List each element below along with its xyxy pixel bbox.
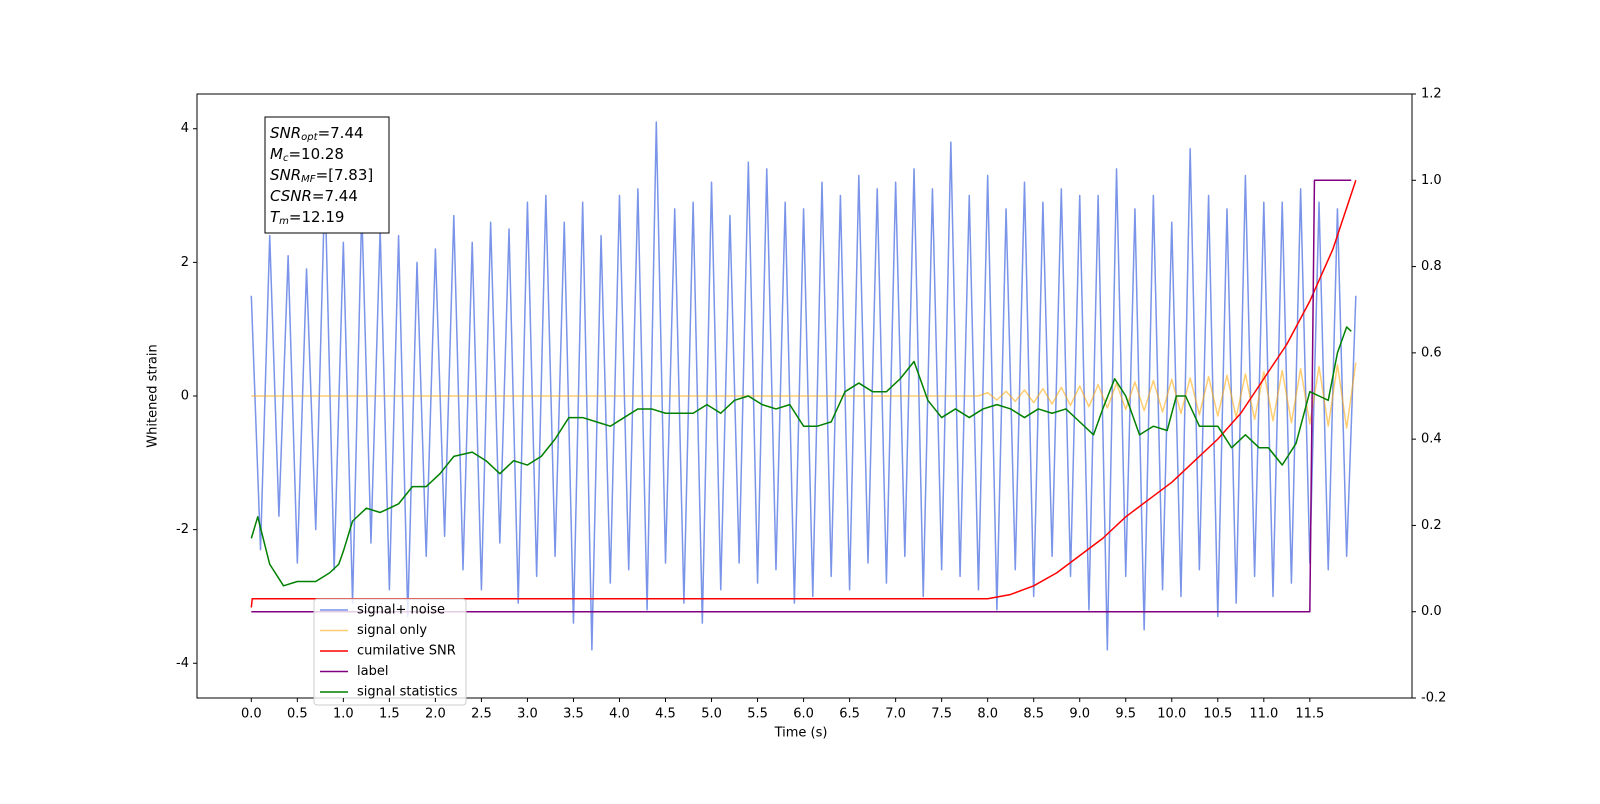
- y2-tick-label: -0.2: [1421, 691, 1446, 706]
- stats-box-frame: [264, 116, 390, 234]
- stats-line: Mc=10.28: [270, 145, 344, 165]
- stats-value: =10.28: [288, 145, 344, 163]
- x-tick-label: 11.0: [1249, 707, 1278, 722]
- legend-frame: [313, 598, 467, 706]
- x-tick-label: 2.5: [471, 707, 492, 722]
- stats-box: SNRopt=7.44Mc=10.28SNRMF=[7.83]CSNR=7.44…: [264, 116, 390, 234]
- stats-value: =7.44: [318, 124, 364, 142]
- stats-symbol: CSNR: [270, 187, 312, 205]
- x-tick-label: 9.0: [1069, 707, 1090, 722]
- x-tick-label: 1.5: [379, 707, 400, 722]
- series-line: [251, 179, 1352, 613]
- y-axis-label: Whitened strain: [146, 344, 161, 447]
- stats-symbol: T: [270, 208, 281, 226]
- x-tick-label: 11.5: [1295, 707, 1324, 722]
- stats-line: SNRMF=[7.83]: [270, 166, 373, 186]
- x-tick-label: 1.0: [333, 707, 354, 722]
- stats-line: CSNR=7.44: [270, 187, 358, 205]
- stats-value: =12.19: [289, 208, 345, 226]
- y-tick-label: -4: [176, 656, 189, 671]
- legend-label: signal only: [357, 623, 427, 638]
- x-tick-label: 10.0: [1157, 707, 1186, 722]
- legend-label: label: [357, 664, 388, 679]
- y2-tick-label: 1.0: [1421, 173, 1442, 188]
- x-tick-label: 9.5: [1115, 707, 1136, 722]
- x-tick-label: 7.0: [885, 707, 906, 722]
- x-tick-label: 3.0: [517, 707, 538, 722]
- x-tick-label: 0.0: [241, 707, 262, 722]
- stats-symbol: SNR: [270, 124, 301, 142]
- y2-tick-label: 0.8: [1421, 259, 1442, 274]
- stats-subscript: MF: [301, 174, 316, 185]
- y2-tick-label: 0.0: [1421, 604, 1442, 619]
- y2-tick-label: 0.6: [1421, 345, 1442, 360]
- x-tick-label: 4.5: [655, 707, 676, 722]
- x-tick-label: 3.5: [563, 707, 584, 722]
- x-axis-label: Time (s): [774, 726, 828, 741]
- legend: signal+ noise signal only cumilative SNR la…: [313, 598, 467, 706]
- plot-area: [250, 121, 1357, 651]
- series-line: [250, 326, 1352, 587]
- stats-value: =[7.83]: [316, 166, 374, 184]
- legend-label: signal+ noise: [357, 603, 445, 618]
- stats-symbol: SNR: [270, 166, 301, 184]
- x-tick-label: 0.5: [287, 707, 308, 722]
- stats-subscript: m: [279, 216, 289, 227]
- x-tick-label: 6.0: [793, 707, 814, 722]
- stats-symbol: M: [270, 145, 283, 163]
- y-tick-label: 0: [181, 389, 189, 404]
- x-tick-label: 4.0: [609, 707, 630, 722]
- x-tick-label: 8.5: [1023, 707, 1044, 722]
- y2-tick-label: 0.2: [1421, 518, 1442, 533]
- y-tick-label: 4: [181, 121, 189, 136]
- x-tick-label: 5.5: [747, 707, 768, 722]
- stats-subscript: opt: [301, 132, 318, 143]
- x-tick-label: 10.5: [1203, 707, 1232, 722]
- series-line: [250, 121, 1357, 651]
- stats-line: Tm=12.19: [270, 208, 344, 228]
- stats-subscript: c: [283, 153, 289, 164]
- y2-tick-label: 1.2: [1421, 87, 1442, 102]
- series-line: [251, 362, 1357, 429]
- y2-tick-label: 0.4: [1421, 432, 1442, 447]
- stats-value: =7.44: [312, 187, 358, 205]
- y-tick-label: -2: [176, 522, 189, 537]
- legend-label: signal statistics: [357, 685, 458, 700]
- x-tick-label: 2.0: [425, 707, 446, 722]
- legend-label: cumilative SNR: [357, 644, 456, 659]
- stats-line: SNRopt=7.44: [270, 124, 364, 144]
- x-tick-label: 7.5: [931, 707, 952, 722]
- x-tick-label: 8.0: [977, 707, 998, 722]
- series-line: [250, 180, 1357, 608]
- x-tick-label: 5.0: [701, 707, 722, 722]
- x-tick-label: 6.5: [839, 707, 860, 722]
- y-tick-label: 2: [181, 255, 189, 270]
